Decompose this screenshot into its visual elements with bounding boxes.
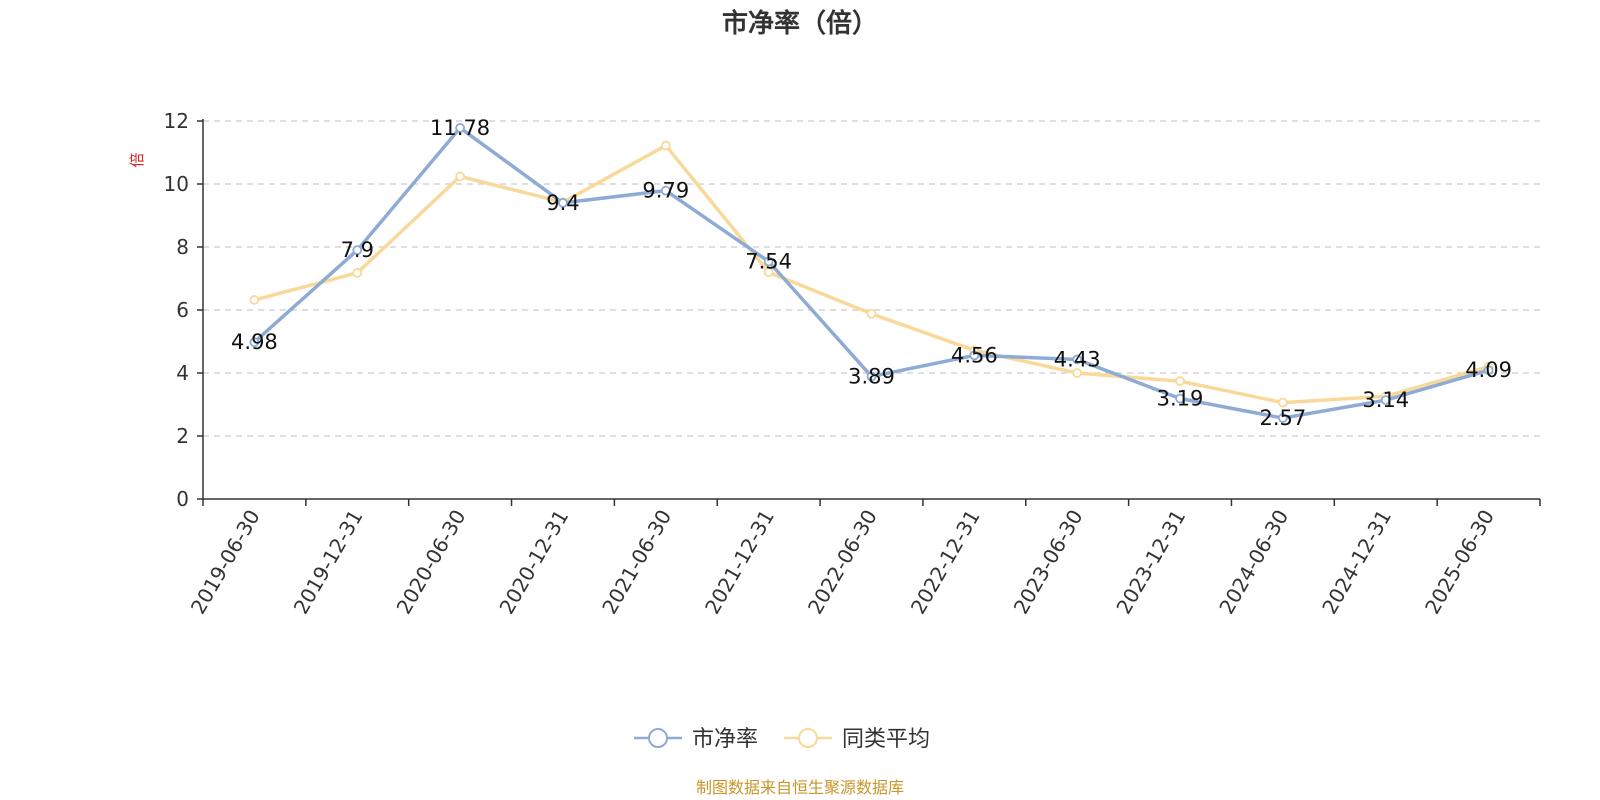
x-tick-label: 2025-06-30 — [1420, 506, 1499, 619]
data-label: 7.9 — [341, 238, 374, 262]
data-label: 3.19 — [1157, 387, 1204, 411]
data-point-1 — [352, 267, 363, 278]
data-label: 3.89 — [848, 364, 895, 388]
x-tick-label: 2020-06-30 — [392, 505, 471, 618]
chart-title: 市净率（倍） — [722, 8, 878, 39]
data-label: 9.4 — [546, 191, 579, 215]
data-point-1 — [763, 267, 774, 278]
x-tick-label: 2023-06-30 — [1009, 506, 1088, 619]
data-label: 11.78 — [430, 116, 490, 140]
data-label: 7.54 — [745, 249, 792, 273]
data-point-0 — [455, 123, 466, 133]
data-label: 3.14 — [1362, 388, 1409, 412]
data-point-0 — [1483, 365, 1494, 376]
y-tick-label: 0 — [176, 487, 189, 511]
data-point-0 — [1380, 395, 1391, 405]
legend-item-peer-average[interactable]: 同类平均 — [784, 727, 930, 752]
data-label: 4.09 — [1465, 358, 1512, 382]
x-tick-label: 2023-12-31 — [1111, 506, 1190, 619]
data-label: 9.79 — [642, 179, 689, 203]
x-tick-label: 2024-06-30 — [1214, 506, 1293, 619]
y-tick-labels: 0 2 4 6 8 10 12 — [164, 109, 189, 511]
x-tick-label: 2022-06-30 — [803, 506, 882, 619]
data-label: 4.98 — [231, 330, 278, 354]
y-tick-label: 2 — [176, 424, 189, 448]
y-tick-label: 12 — [164, 109, 189, 133]
data-labels: 4.98 7.9 11.78 9.4 9.79 7.54 3.89 4.56 4.43 3.19 2… — [231, 116, 1512, 430]
data-point-1 — [1277, 397, 1288, 408]
data-point-1 — [455, 171, 466, 182]
grid-lines — [203, 120, 1540, 437]
data-point-0 — [763, 256, 774, 267]
y-axis-label: 倍 — [128, 152, 146, 167]
axes — [197, 119, 1541, 506]
x-tick-label: 2024-12-31 — [1317, 506, 1396, 619]
legend-item-pb[interactable]: 市净率 — [634, 727, 758, 752]
source-note: 制图数据来自恒生聚源数据库 — [696, 778, 904, 797]
data-point-0 — [1175, 393, 1185, 404]
x-tick-label: 2021-06-30 — [597, 506, 676, 619]
x-tick-label: 2020-12-31 — [494, 506, 573, 619]
data-point-0 — [969, 350, 980, 361]
legend-marker-peer-average — [798, 728, 818, 748]
x-tick-label: 2019-06-30 — [186, 506, 265, 619]
data-point-0 — [558, 197, 568, 208]
data-point-0 — [866, 371, 877, 382]
data-point-0 — [1277, 413, 1288, 423]
data-label: 4.43 — [1054, 347, 1101, 371]
y-tick-label: 6 — [176, 298, 189, 322]
x-tick-label: 2022-12-31 — [906, 506, 985, 619]
x-tick-labels: 2019-06-30 2019-12-31 2020-06-30 2020-12-31… — [186, 505, 1499, 618]
data-label: 2.57 — [1260, 406, 1307, 430]
data-point-1 — [866, 308, 877, 319]
data-point-1 — [1175, 376, 1185, 387]
legend-label-peer-average: 同类平均 — [842, 727, 930, 752]
y-tick-label: 10 — [164, 172, 189, 196]
data-point-1 — [1072, 368, 1083, 378]
data-label: 4.56 — [951, 343, 998, 367]
legend: 市净率 同类平均 — [634, 727, 930, 752]
legend-label-pb: 市净率 — [692, 727, 758, 752]
x-tick-label: 2021-12-31 — [700, 506, 779, 619]
series-lines — [249, 123, 1494, 423]
data-point-0 — [660, 185, 671, 196]
x-tick-label: 2019-12-31 — [289, 506, 368, 619]
data-point-1 — [249, 295, 260, 305]
data-point-1 — [660, 140, 671, 151]
data-point-0 — [352, 245, 363, 256]
y-tick-label: 4 — [176, 361, 189, 385]
y-tick-label: 8 — [176, 235, 189, 259]
data-point-0 — [249, 337, 260, 348]
data-point-0 — [1072, 354, 1083, 365]
legend-marker-pb — [648, 728, 668, 748]
